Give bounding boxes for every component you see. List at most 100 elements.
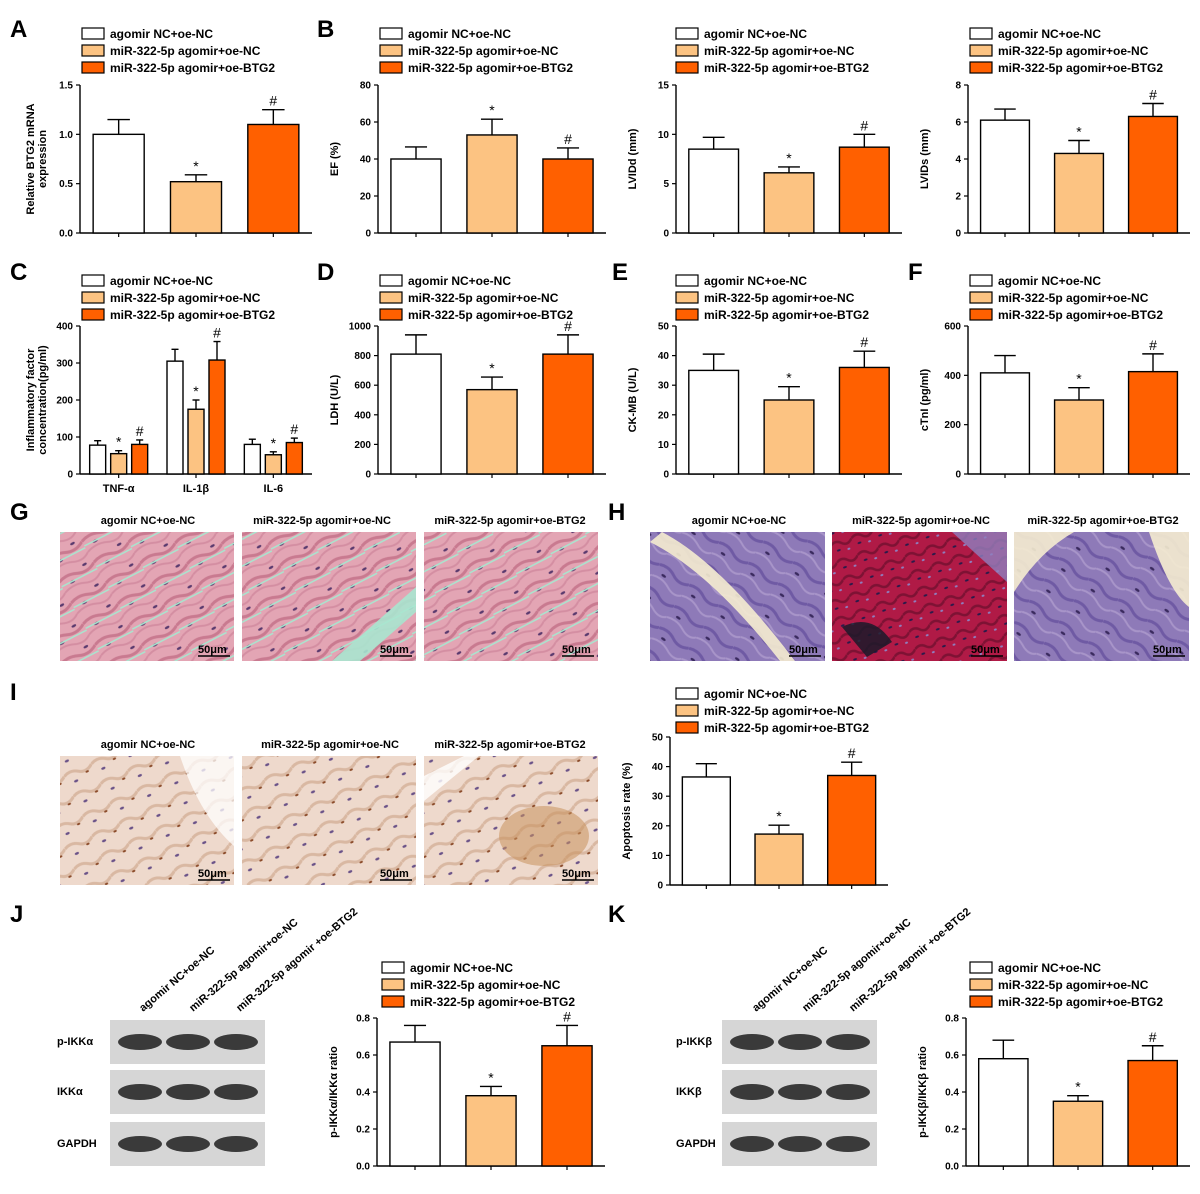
he-image-title-1: agomir NC+oe-NC [101,515,195,527]
legend-J: agomir NC+oe-NC miR-322-5p agomir+oe-NC mi… [381,961,575,1009]
legend-swatch-1 [969,27,993,40]
y-tick-label: 40 [658,351,670,362]
tissue [424,532,598,661]
category-label: IL-6 [264,483,284,495]
protein-band [118,1034,162,1050]
bar-2 [109,452,128,475]
y-tick-label: 15 [658,81,670,92]
y-tick-label: 400 [56,322,73,333]
y-tick-label: 30 [652,792,664,803]
significance-mark: * [1075,1079,1081,1095]
y-axis-title: concentration(pg/ml) [37,345,49,455]
y-tick-label: 200 [354,440,371,451]
significance-mark: # [848,745,856,761]
bar-2 [754,833,804,886]
masson-image-2: 50μm [832,532,1007,661]
y-axis-title: cTnI (pg/ml) [919,369,931,432]
protein-band [730,1136,774,1152]
legend-swatch-1 [675,687,699,700]
significance-mark: # [213,325,221,341]
legend-swatch-2 [675,44,699,57]
ihc-image-3: 50μm [424,756,598,885]
legend-label-3: miR-322-5p agomir+oe-BTG2 [408,308,573,322]
legend-C: agomir NC+oe-NC miR-322-5p agomir+oe-NC mi… [81,274,275,322]
legend-label-2: miR-322-5p agomir+oe-NC [408,44,559,58]
y-tick-label: 800 [354,351,371,362]
bar-2 [264,454,283,475]
legend-swatch-3 [969,61,993,74]
y-tick-label: 0.0 [356,1162,370,1173]
legend-label-2: miR-322-5p agomir+oe-NC [110,44,261,58]
scale-bar-label: 50μm [198,868,227,880]
y-tick-label: 0 [663,470,669,481]
masson-image-title-3: miR-322-5p agomir+oe-BTG2 [1027,515,1178,527]
bar-3 [1127,1059,1179,1167]
blot-row-label-3: GAPDH [676,1138,716,1150]
chart-B2: 0 5 10 15 LVIDd (mm) * # [627,81,902,240]
bar-2 [1052,1100,1104,1167]
y-axis-title: expression [37,130,49,188]
y-tick-label: 40 [360,155,372,166]
protein-band [778,1136,822,1152]
bar-1 [166,360,184,475]
protein-band [778,1084,822,1100]
legend-label-2: miR-322-5p agomir+oe-NC [704,704,855,718]
tissue-gap [1014,532,1074,592]
y-tick-label: 60 [360,118,372,129]
y-tick-label: 200 [944,420,961,431]
protein-band [730,1034,774,1050]
legend-swatch-2 [675,704,699,717]
legend-label-2: miR-322-5p agomir+oe-NC [410,978,561,992]
bar-1 [389,1041,441,1167]
stained-region [499,806,589,866]
y-tick-label: 0.4 [945,1088,959,1099]
protein-band [214,1136,258,1152]
tissue-gap [650,532,795,661]
tissue [242,532,416,661]
bar-1 [977,1057,1029,1167]
y-axis-title: Apoptosis rate (%) [621,762,633,860]
scale-bar-label: 50μm [971,644,1000,656]
significance-mark: # [564,318,572,334]
legend-label-1: agomir NC+oe-NC [998,961,1101,975]
y-tick-label: 10 [658,130,670,141]
y-tick-label: 50 [658,322,670,333]
legend-label-1: agomir NC+oe-NC [408,274,511,288]
y-tick-label: 0.2 [356,1125,370,1136]
legend-swatch-2 [969,291,993,304]
y-tick-label: 5 [663,179,669,190]
bar-3 [1127,115,1179,234]
bar-1 [88,444,107,475]
protein-band [214,1034,258,1050]
legend-label-1: agomir NC+oe-NC [998,274,1101,288]
blot-row-label-1: p-IKKα [57,1036,93,1048]
significance-mark: * [271,435,277,451]
significance-mark: * [786,370,792,386]
legend-label-2: miR-322-5p agomir+oe-NC [704,44,855,58]
tissue [242,756,416,885]
significance-mark: # [1149,1029,1157,1045]
significance-mark: # [1149,87,1157,103]
scale-bar-label: 50μm [380,868,409,880]
significance-mark: * [193,383,199,399]
significance-mark: * [489,102,495,118]
y-tick-label: 2 [955,192,961,203]
legend-swatch-1 [969,961,993,974]
legend-label-2: miR-322-5p agomir+oe-NC [998,44,1149,58]
legend-label-3: miR-322-5p agomir+oe-BTG2 [110,308,275,322]
legend-A: agomir NC+oe-NC miR-322-5p agomir+oe-NC mi… [81,27,275,75]
legend-label-3: miR-322-5p agomir+oe-BTG2 [410,995,575,1009]
chart-K: 0.0 0.2 0.4 0.6 0.8 p-IKKβ/IKKβ ratio * # [917,1014,1190,1173]
category-label: TNF-α [103,483,135,495]
y-tick-label: 0 [955,470,961,481]
legend-swatch-1 [381,961,405,974]
y-axis-title: CK-MB (U/L) [627,367,639,432]
legend-E: agomir NC+oe-NC miR-322-5p agomir+oe-NC mi… [675,274,869,322]
y-tick-label: 20 [360,192,372,203]
tissue-gap [424,756,479,801]
panel-letter-A: A [10,16,27,43]
protein-band [166,1084,210,1100]
bar-2 [187,408,205,475]
y-tick-label: 0.5 [59,179,73,190]
he-image-3: 50μm [424,532,598,661]
